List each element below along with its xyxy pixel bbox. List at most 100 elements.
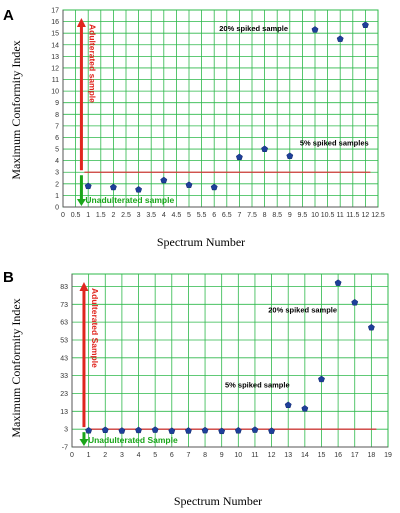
x-tick-label: 13 bbox=[284, 452, 292, 459]
data-point bbox=[184, 427, 192, 434]
x-tick-label: 9 bbox=[288, 212, 292, 219]
x-tick-label: 2.5 bbox=[121, 212, 131, 219]
x-tick-label: 8 bbox=[203, 452, 207, 459]
x-ticks-a: 0 0.5 1 1.5 2 2.5 3 3.5 4 4.5 5 5.5 6 6.5 7 7.5 8 8.5 9 9.5… bbox=[61, 212, 385, 219]
data-point bbox=[318, 375, 325, 383]
x-tick-label: 2 bbox=[111, 212, 115, 219]
panel-label-b: B bbox=[3, 269, 14, 286]
data-point bbox=[160, 176, 168, 184]
data-point bbox=[234, 426, 242, 434]
adulterated-arrow-head bbox=[79, 282, 89, 291]
x-axis-title-b: Spectrum Number bbox=[174, 494, 262, 508]
data-point bbox=[118, 427, 126, 434]
points-b bbox=[85, 279, 375, 435]
data-point bbox=[367, 323, 375, 331]
data-point bbox=[135, 186, 143, 193]
y-tick-label: 13 bbox=[51, 54, 59, 61]
data-point bbox=[336, 35, 344, 42]
y-tick-label: 8 bbox=[55, 112, 59, 119]
x-tick-label: 2 bbox=[103, 452, 107, 459]
data-point bbox=[210, 183, 218, 191]
y-tick-label: 15 bbox=[51, 31, 59, 38]
plot-area bbox=[62, 9, 379, 208]
grid-a bbox=[62, 9, 379, 208]
y-tick-label: 12 bbox=[51, 65, 59, 72]
annotation-20pct-b: 20% spiked sample bbox=[268, 305, 337, 314]
adulterated-label-b: Adulterated Sample bbox=[90, 288, 100, 368]
x-tick-label: 3.5 bbox=[146, 212, 156, 219]
panel-label-a: A bbox=[3, 7, 14, 24]
y-tick-label: 1 bbox=[55, 193, 59, 200]
data-point bbox=[135, 426, 142, 434]
x-tick-label: 4.5 bbox=[172, 212, 182, 219]
chart-panel-a: A 0 0.5 1 1.5 2 2.5 3 3.5 4 4.5 5 5.5 6 6.5 7 7.5 8 8.5 9 9… bbox=[3, 7, 385, 249]
adulterated-label-a: Adulterated sample bbox=[87, 24, 97, 103]
data-point bbox=[361, 21, 369, 28]
y-tick-label: 53 bbox=[60, 337, 68, 344]
data-point bbox=[101, 426, 109, 433]
y-tick-label: 0 bbox=[55, 205, 59, 212]
x-tick-label: 12 bbox=[362, 212, 370, 219]
y-tick-label: 10 bbox=[51, 89, 59, 96]
data-point bbox=[286, 152, 294, 159]
x-tick-label: 0.5 bbox=[71, 212, 81, 219]
x-tick-label: 5 bbox=[187, 212, 191, 219]
x-tick-label: 1 bbox=[86, 212, 90, 219]
x-tick-label: 7 bbox=[237, 212, 241, 219]
data-point bbox=[185, 181, 193, 188]
data-point bbox=[261, 145, 269, 152]
unadulterated-arrow-head bbox=[76, 199, 86, 206]
x-tick-label: 19 bbox=[384, 452, 392, 459]
data-point bbox=[201, 426, 209, 434]
y-tick-label: 7 bbox=[55, 123, 59, 130]
arrows-a bbox=[76, 18, 86, 206]
chart-panel-b: B 0 1 2 3 4 5 6 7 8 9 10 11 12 13 14 15 16 17 18 19 -731323… bbox=[3, 269, 392, 508]
x-tick-label: 9.5 bbox=[298, 212, 308, 219]
data-point bbox=[268, 427, 276, 434]
x-tick-label: 5.5 bbox=[197, 212, 207, 219]
y-tick-label: 33 bbox=[60, 373, 68, 380]
x-tick-label: 18 bbox=[367, 452, 375, 459]
y-tick-label: 9 bbox=[55, 100, 59, 107]
grid-b bbox=[71, 273, 389, 448]
x-tick-label: 7.5 bbox=[247, 212, 257, 219]
y-ticks-b: -7 3 13 23 33 43 53 63 73 83 bbox=[60, 284, 68, 452]
data-point bbox=[109, 183, 117, 191]
y-tick-label: 3 bbox=[55, 170, 59, 177]
x-tick-label: 17 bbox=[351, 452, 359, 459]
x-tick-label: 11.5 bbox=[346, 212, 359, 219]
x-tick-label: 8.5 bbox=[272, 212, 282, 219]
y-tick-label: 16 bbox=[51, 19, 59, 26]
x-tick-label: 16 bbox=[334, 452, 342, 459]
y-tick-label: 83 bbox=[60, 284, 68, 291]
annotation-5pct-a: 5% spiked samples bbox=[300, 139, 369, 148]
y-tick-label: 43 bbox=[60, 355, 68, 362]
data-point bbox=[284, 401, 292, 409]
adulterated-arrow-head bbox=[76, 18, 86, 27]
y-tick-label: 2 bbox=[55, 181, 59, 188]
data-point bbox=[218, 427, 226, 435]
y-tick-label: 13 bbox=[60, 409, 68, 416]
y-tick-label: 17 bbox=[51, 8, 59, 15]
x-tick-label: 12.5 bbox=[371, 212, 385, 219]
data-point bbox=[311, 26, 319, 33]
y-tick-label: 14 bbox=[51, 42, 59, 49]
x-tick-label: 1 bbox=[87, 452, 91, 459]
x-tick-label: 10.5 bbox=[321, 212, 335, 219]
x-tick-label: 6.5 bbox=[222, 212, 232, 219]
plot-area bbox=[71, 273, 389, 448]
x-tick-label: 0 bbox=[70, 452, 74, 459]
y-axis-title-b: Maximum Conformity Index bbox=[9, 298, 23, 437]
x-tick-label: 12 bbox=[268, 452, 276, 459]
data-point bbox=[251, 426, 259, 433]
x-tick-label: 15 bbox=[318, 452, 326, 459]
y-tick-label: 73 bbox=[60, 302, 68, 309]
x-tick-label: 4 bbox=[162, 212, 166, 219]
y-tick-label: 6 bbox=[55, 135, 59, 142]
x-tick-label: 8 bbox=[263, 212, 267, 219]
y-tick-label: 23 bbox=[60, 391, 68, 398]
data-point bbox=[84, 182, 92, 190]
x-tick-label: 6 bbox=[170, 452, 174, 459]
y-axis-title-a: Maximum Conformity Index bbox=[9, 40, 23, 179]
